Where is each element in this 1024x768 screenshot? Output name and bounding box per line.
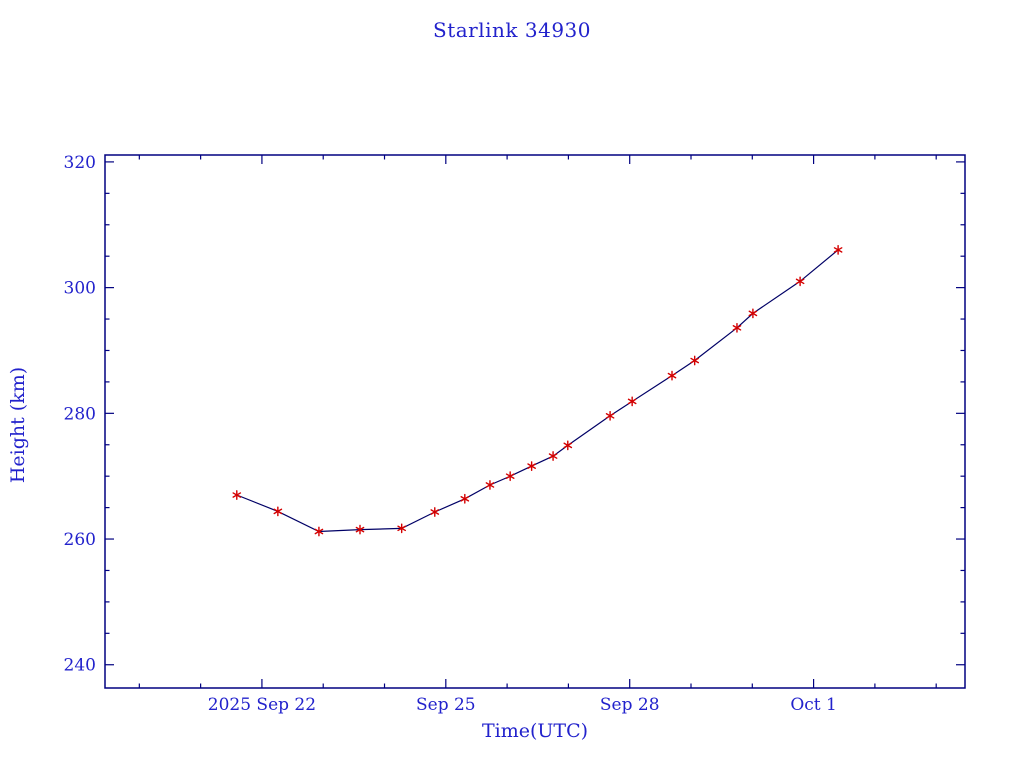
- svg-text:260: 260: [64, 530, 96, 550]
- svg-text:240: 240: [64, 656, 96, 676]
- svg-text:280: 280: [64, 404, 96, 424]
- svg-text:320: 320: [64, 153, 96, 173]
- x-axis-label: Time(UTC): [481, 720, 589, 742]
- svg-text:2025 Sep 22: 2025 Sep 22: [208, 695, 316, 715]
- svg-text:300: 300: [64, 279, 96, 299]
- svg-text:Sep 28: Sep 28: [600, 695, 660, 715]
- chart-title: Starlink 34930: [433, 18, 591, 42]
- svg-text:Sep 25: Sep 25: [416, 695, 476, 715]
- svg-text:Oct 1: Oct 1: [790, 695, 837, 715]
